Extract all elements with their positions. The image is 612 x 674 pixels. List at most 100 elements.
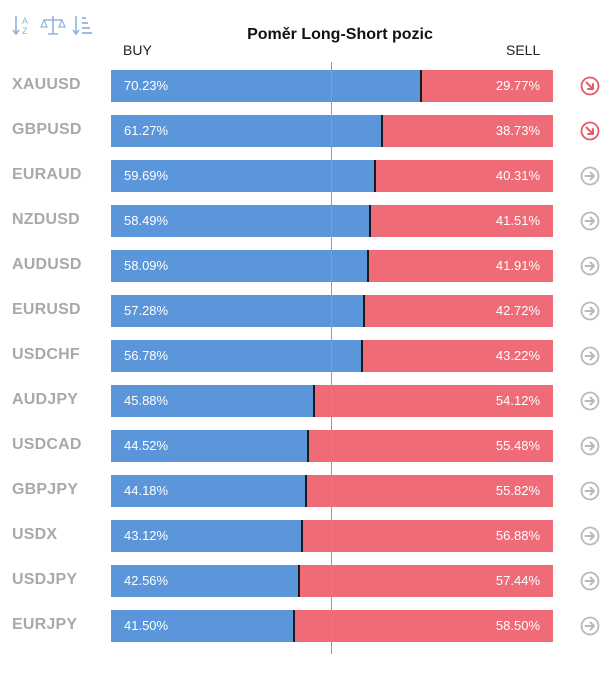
- ratio-bar: 44.18% 55.82%: [111, 475, 553, 507]
- pair-row[interactable]: USDCAD 44.52% 55.48%: [0, 430, 612, 462]
- ratio-bar: 61.27% 38.73%: [111, 115, 553, 147]
- right-arrow-icon[interactable]: [580, 301, 600, 321]
- sell-percent-label: 29.77%: [495, 78, 540, 93]
- sell-percent-label: 58.50%: [495, 618, 540, 633]
- buy-bar-segment: [111, 520, 302, 552]
- svg-text:A: A: [22, 16, 28, 26]
- ratio-divider: [306, 430, 309, 462]
- pair-row[interactable]: NZDUSD 58.49% 41.51%: [0, 205, 612, 237]
- sell-bar-segment: [364, 295, 553, 327]
- ratio-divider: [298, 565, 301, 597]
- ratio-bar: 43.12% 56.88%: [111, 520, 553, 552]
- sell-column-label: SELL: [506, 42, 541, 58]
- pair-row[interactable]: GBPUSD 61.27% 38.73%: [0, 115, 612, 147]
- pair-row[interactable]: AUDJPY 45.88% 54.12%: [0, 385, 612, 417]
- buy-percent-label: 41.50%: [124, 618, 169, 633]
- pair-symbol[interactable]: USDCAD: [12, 436, 82, 453]
- ratio-divider: [420, 70, 423, 102]
- pair-row[interactable]: USDCHF 56.78% 43.22%: [0, 340, 612, 372]
- sort-alphabetical-icon[interactable]: A Z: [12, 13, 32, 37]
- pair-symbol[interactable]: EURUSD: [12, 301, 81, 318]
- pair-symbol[interactable]: USDX: [12, 526, 58, 543]
- sell-bar-segment: [367, 250, 553, 282]
- sell-bar-segment: [313, 385, 553, 417]
- ratio-bar: 44.52% 55.48%: [111, 430, 553, 462]
- pair-row[interactable]: USDJPY 42.56% 57.44%: [0, 565, 612, 597]
- sell-percent-label: 43.22%: [495, 348, 540, 363]
- ratio-bar: 45.88% 54.12%: [111, 385, 553, 417]
- buy-percent-label: 56.78%: [124, 348, 169, 363]
- pair-symbol[interactable]: GBPJPY: [12, 481, 79, 498]
- right-arrow-icon[interactable]: [580, 571, 600, 591]
- buy-percent-label: 70.23%: [124, 78, 169, 93]
- pair-symbol[interactable]: GBPUSD: [12, 121, 82, 138]
- sell-percent-label: 41.91%: [495, 258, 540, 273]
- ratio-bar: 56.78% 43.22%: [111, 340, 553, 372]
- pair-symbol[interactable]: XAUUSD: [12, 76, 81, 93]
- sell-percent-label: 56.88%: [495, 528, 540, 543]
- ratio-divider: [312, 385, 315, 417]
- ratio-divider: [300, 520, 303, 552]
- sort-descending-icon[interactable]: [72, 13, 94, 37]
- buy-percent-label: 59.69%: [124, 168, 169, 183]
- sell-percent-label: 40.31%: [495, 168, 540, 183]
- buy-bar-segment: [111, 115, 382, 147]
- pair-symbol[interactable]: USDJPY: [12, 571, 78, 588]
- buy-bar-segment: [111, 430, 308, 462]
- pair-row[interactable]: AUDUSD 58.09% 41.91%: [0, 250, 612, 282]
- right-arrow-icon[interactable]: [580, 211, 600, 231]
- buy-percent-label: 43.12%: [124, 528, 169, 543]
- pair-row[interactable]: XAUUSD 70.23% 29.77%: [0, 70, 612, 102]
- down-right-arrow-icon[interactable]: [580, 76, 600, 96]
- buy-percent-label: 44.52%: [124, 438, 169, 453]
- pair-symbol[interactable]: EURAUD: [12, 166, 82, 183]
- ratio-divider: [380, 115, 383, 147]
- svg-text:Z: Z: [22, 26, 28, 36]
- right-arrow-icon[interactable]: [580, 166, 600, 186]
- sell-percent-label: 54.12%: [495, 393, 540, 408]
- pair-symbol[interactable]: AUDJPY: [12, 391, 79, 408]
- sell-percent-label: 42.72%: [495, 303, 540, 318]
- pair-row[interactable]: EURAUD 59.69% 40.31%: [0, 160, 612, 192]
- down-right-arrow-icon[interactable]: [580, 121, 600, 141]
- sell-bar-segment: [306, 475, 553, 507]
- buy-bar-segment: [111, 385, 314, 417]
- buy-percent-label: 58.09%: [124, 258, 169, 273]
- ratio-bar: 59.69% 40.31%: [111, 160, 553, 192]
- right-arrow-icon[interactable]: [580, 526, 600, 546]
- pair-row[interactable]: EURUSD 57.28% 42.72%: [0, 295, 612, 327]
- sell-bar-segment: [374, 160, 553, 192]
- buy-percent-label: 42.56%: [124, 573, 169, 588]
- balance-scale-icon[interactable]: [40, 13, 66, 37]
- pair-row[interactable]: GBPJPY 44.18% 55.82%: [0, 475, 612, 507]
- buy-percent-label: 45.88%: [124, 393, 169, 408]
- pair-symbol[interactable]: AUDUSD: [12, 256, 82, 273]
- buy-percent-label: 57.28%: [124, 303, 169, 318]
- pair-symbol[interactable]: NZDUSD: [12, 211, 80, 228]
- right-arrow-icon[interactable]: [580, 436, 600, 456]
- pair-symbol[interactable]: USDCHF: [12, 346, 80, 363]
- ratio-divider: [293, 610, 296, 642]
- ratio-divider: [373, 160, 376, 192]
- ratio-bar: 58.09% 41.91%: [111, 250, 553, 282]
- pair-row[interactable]: EURJPY 41.50% 58.50%: [0, 610, 612, 642]
- buy-percent-label: 44.18%: [124, 483, 169, 498]
- right-arrow-icon[interactable]: [580, 481, 600, 501]
- right-arrow-icon[interactable]: [580, 256, 600, 276]
- buy-percent-label: 61.27%: [124, 123, 169, 138]
- right-arrow-icon[interactable]: [580, 616, 600, 636]
- ratio-divider: [360, 340, 363, 372]
- sell-bar-segment: [361, 340, 553, 372]
- sell-percent-label: 41.51%: [495, 213, 540, 228]
- right-arrow-icon[interactable]: [580, 391, 600, 411]
- right-arrow-icon[interactable]: [580, 346, 600, 366]
- buy-bar-segment: [111, 475, 307, 507]
- buy-bar-segment: [111, 340, 362, 372]
- pair-row[interactable]: USDX 43.12% 56.88%: [0, 520, 612, 552]
- fifty-percent-line: [331, 62, 332, 654]
- buy-bar-segment: [111, 160, 375, 192]
- buy-bar-segment: [111, 250, 368, 282]
- sell-bar-segment: [381, 115, 553, 147]
- pair-symbol[interactable]: EURJPY: [12, 616, 78, 633]
- buy-bar-segment: [111, 565, 300, 597]
